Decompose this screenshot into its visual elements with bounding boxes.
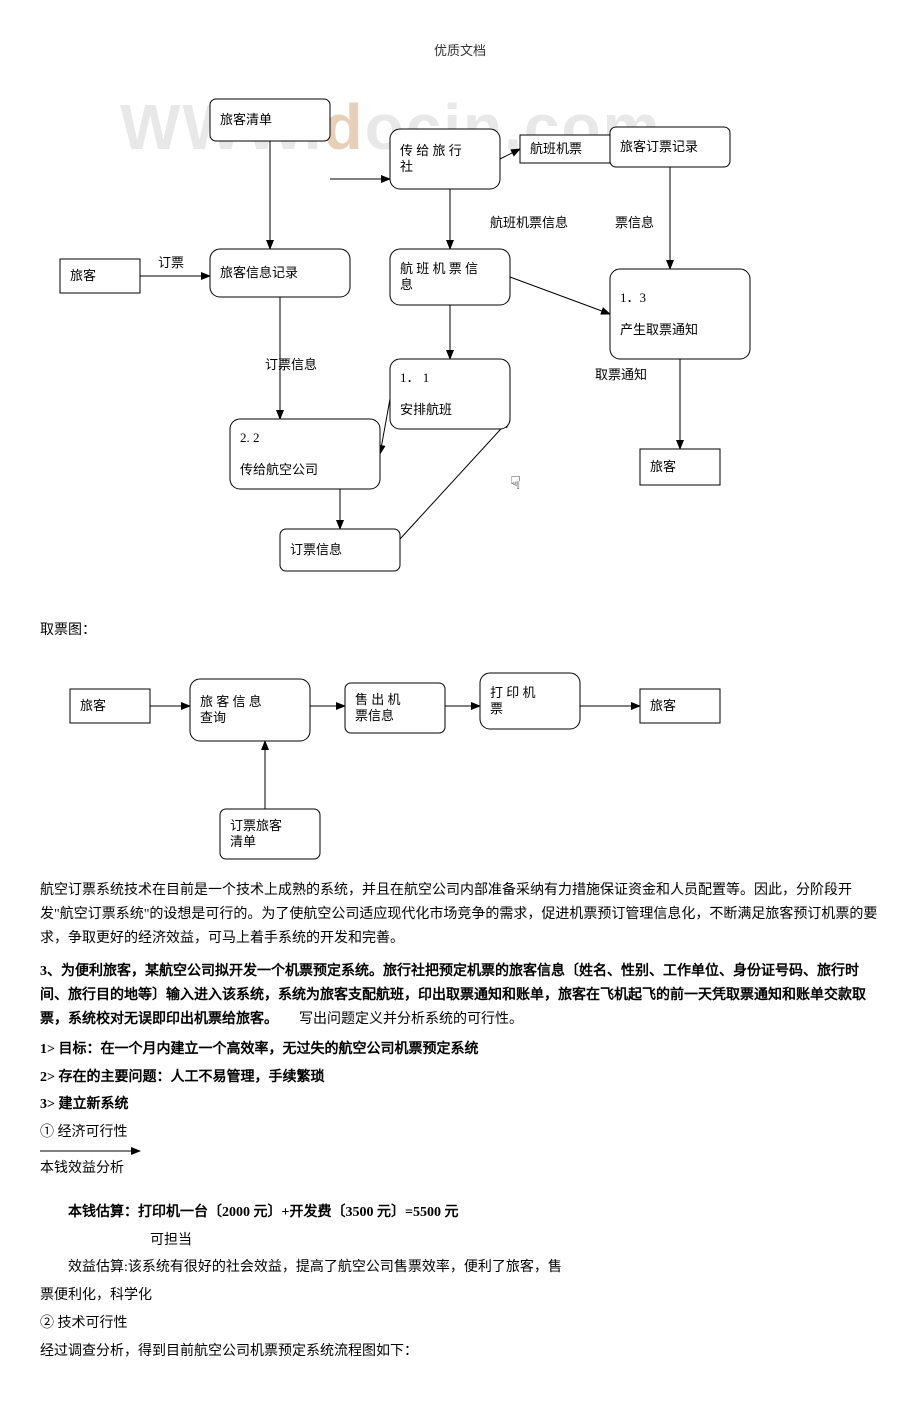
svg-text:安排航班: 安排航班 <box>400 402 452 417</box>
list-item: 3> 建立新系统 <box>40 1093 880 1117</box>
svg-text:息: 息 <box>400 277 413 292</box>
svg-text:清单: 清单 <box>230 834 256 849</box>
ticket-pickup-diagram: 旅客 旅 客 信 息查询 售 出 机票信息 打 印 机票 旅客订票旅客清单 <box>40 649 880 869</box>
paragraph-2: 3、为便利旅客，某航空公司拟开发一个机票预定系统。旅行社把预定机票的旅客信息〔姓… <box>40 960 880 1363</box>
list-item: 1> 目标：在一个月内建立一个高效率，无过失的航空公司机票预定系统 <box>40 1038 880 1062</box>
svg-text:取票通知: 取票通知 <box>595 367 647 382</box>
svg-text:旅客: 旅客 <box>650 459 676 474</box>
svg-text:2. 2: 2. 2 <box>240 430 260 445</box>
svg-text:订票: 订票 <box>158 255 184 270</box>
svg-text:1． 1: 1． 1 <box>400 370 429 385</box>
list-item: 2> 存在的主要问题：人工不易管理，手续繁琐 <box>40 1066 880 1090</box>
svg-text:票信息: 票信息 <box>615 215 654 230</box>
svg-text:传给航空公司: 传给航空公司 <box>240 462 318 477</box>
ticket-pickup-title: 取票图： <box>40 619 880 639</box>
svg-text:旅客: 旅客 <box>70 268 96 283</box>
paragraph-1: 航空订票系统技术在目前是一个技术上成熟的系统，并且在航空公司内部准备采纳有力措施… <box>40 879 880 950</box>
booking-flow-diagram: 订票订票信息取票通知航班机票信息票信息旅客清单传 给 旅 行社航班机票旅客订票记… <box>40 79 880 599</box>
svg-text:航班机票信息: 航班机票信息 <box>490 215 568 230</box>
svg-text:1．3: 1．3 <box>620 290 646 305</box>
svg-text:产生取票通知: 产生取票通知 <box>620 322 698 337</box>
svg-text:☟: ☟ <box>510 473 521 493</box>
svg-text:查询: 查询 <box>200 710 226 725</box>
svg-text:旅客订票记录: 旅客订票记录 <box>620 139 698 154</box>
svg-text:订票信息: 订票信息 <box>265 357 317 372</box>
svg-text:票信息: 票信息 <box>355 708 394 723</box>
svg-text:航班机票: 航班机票 <box>530 141 582 156</box>
svg-text:旅客信息记录: 旅客信息记录 <box>220 265 298 280</box>
svg-text:订票旅客: 订票旅客 <box>230 818 282 833</box>
svg-text:打 印 机: 打 印 机 <box>490 685 536 700</box>
svg-text:传 给 旅 行: 传 给 旅 行 <box>400 143 462 158</box>
svg-text:旅客: 旅客 <box>80 698 106 713</box>
svg-text:旅客清单: 旅客清单 <box>220 112 272 127</box>
svg-text:社: 社 <box>400 159 413 174</box>
svg-text:旅客: 旅客 <box>650 698 676 713</box>
svg-text:订票信息: 订票信息 <box>290 542 342 557</box>
svg-text:票: 票 <box>490 701 503 716</box>
svg-text:旅 客 信 息: 旅 客 信 息 <box>200 694 262 709</box>
svg-text:航 班 机 票 信: 航 班 机 票 信 <box>400 261 478 276</box>
svg-text:售 出 机: 售 出 机 <box>355 692 401 707</box>
page-header: 优质文档 <box>40 40 880 59</box>
